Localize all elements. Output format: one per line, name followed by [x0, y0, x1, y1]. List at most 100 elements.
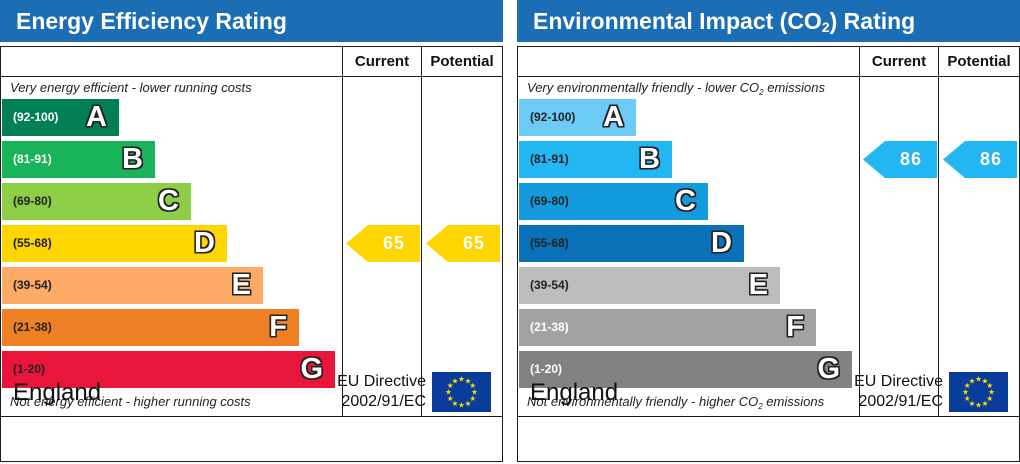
environment-band-range: (39-54): [530, 278, 569, 292]
environment-band-e: (39-54) E: [519, 267, 780, 304]
svg-text:★: ★: [969, 399, 976, 408]
environment-band-b: (81-91) B: [519, 141, 672, 178]
svg-text:★: ★: [962, 388, 969, 397]
energy-band-d: (55-68) D: [2, 225, 227, 262]
environment-band-range: (81-91): [530, 152, 569, 166]
environment-potential-rating-arrow: 86: [943, 141, 1017, 178]
svg-text:★: ★: [986, 394, 993, 403]
energy-band-letter: B: [122, 143, 143, 175]
environment-band-range: (69-80): [530, 194, 569, 208]
svg-text:★: ★: [452, 376, 459, 385]
svg-text:★: ★: [469, 381, 476, 390]
svg-text:★: ★: [964, 381, 971, 390]
environment-band-range: (1-20): [530, 362, 563, 376]
environment-current-value: 86: [899, 149, 923, 169]
environment-top-note: Very environmentally friendly - lower CO…: [527, 80, 826, 97]
environment-band-letter: A: [603, 101, 624, 133]
energy-band-range: (39-54): [13, 278, 52, 292]
energy-band-g: (1-20) G: [2, 351, 335, 388]
energy-band-c: (69-80) C: [2, 183, 191, 220]
environment-band-letter: D: [711, 227, 732, 259]
energy-potential-rating-arrow: 65: [426, 225, 500, 262]
svg-text:★: ★: [445, 388, 452, 397]
eu-flag-icon: ★ ★ ★ ★ ★ ★ ★ ★ ★ ★ ★ ★: [949, 372, 1008, 412]
svg-text:★: ★: [988, 388, 995, 397]
energy-band-letter: C: [158, 185, 179, 217]
energy-rating-table: Current Potential Very energy efficient …: [0, 46, 503, 462]
environment-rating-table: Current Potential Very environmentally f…: [517, 46, 1020, 462]
environmental-impact-panel: Environmental Impact (CO2) Rating Curren…: [517, 0, 1020, 464]
energy-potential-header: Potential: [430, 53, 494, 70]
energy-directive-line2: 2002/91/EC: [341, 393, 426, 410]
svg-text:★: ★: [982, 399, 989, 408]
svg-text:★: ★: [452, 399, 459, 408]
environment-bottom-note: Not environmentally friendly - higher CO…: [527, 394, 825, 411]
energy-band-letter: G: [300, 353, 323, 385]
energy-band-letter: F: [269, 311, 287, 343]
environment-current-header: Current: [871, 53, 927, 70]
energy-directive: EU Directive 2002/91/EC: [322, 372, 426, 412]
svg-text:★: ★: [458, 375, 465, 384]
svg-text:★: ★: [447, 381, 454, 390]
svg-text:★: ★: [969, 376, 976, 385]
energy-directive-line1: EU Directive: [337, 373, 426, 390]
energy-band-letter: E: [231, 269, 251, 301]
eu-flag-icon: ★ ★ ★ ★ ★ ★ ★ ★ ★ ★ ★ ★: [432, 372, 491, 412]
environment-directive-line2: 2002/91/EC: [858, 393, 943, 410]
energy-band-range: (81-91): [13, 152, 52, 166]
energy-band-range: (1-20): [13, 362, 46, 376]
energy-top-note: Very energy efficient - lower running co…: [10, 80, 252, 95]
energy-current-header: Current: [354, 53, 410, 70]
svg-text:★: ★: [465, 376, 472, 385]
environment-band-letter: E: [748, 269, 768, 301]
energy-band-f: (21-38) F: [2, 309, 299, 346]
svg-text:★: ★: [465, 399, 472, 408]
environment-directive-line1: EU Directive: [854, 373, 943, 390]
environment-current-rating-arrow: 86: [863, 141, 937, 178]
energy-bottom-note: Not energy efficient - higher running co…: [10, 394, 251, 409]
environment-band-range: (92-100): [530, 110, 576, 124]
energy-band-letter: A: [86, 101, 107, 133]
environment-band-letter: C: [675, 185, 696, 217]
energy-band-range: (69-80): [13, 194, 52, 208]
svg-text:★: ★: [471, 388, 478, 397]
environment-band-a: (92-100) A: [519, 99, 636, 136]
energy-band-e: (39-54) E: [2, 267, 263, 304]
energy-efficiency-panel: Energy Efficiency Rating Current Potenti…: [0, 0, 503, 464]
svg-text:★: ★: [986, 381, 993, 390]
environment-potential-value: 86: [979, 149, 1003, 169]
energy-title-bar: Energy Efficiency Rating: [0, 0, 503, 42]
svg-text:★: ★: [469, 394, 476, 403]
environment-title-bar: Environmental Impact (CO2) Rating: [517, 0, 1020, 42]
environment-band-c: (69-80) C: [519, 183, 708, 220]
energy-potential-value: 65: [462, 233, 486, 253]
energy-current-rating-arrow: 65: [346, 225, 420, 262]
svg-text:★: ★: [964, 394, 971, 403]
svg-text:★: ★: [458, 401, 465, 410]
environment-band-range: (55-68): [530, 236, 569, 250]
environment-band-letter: B: [639, 143, 660, 175]
energy-band-a: (92-100) A: [2, 99, 119, 136]
svg-text:★: ★: [975, 401, 982, 410]
svg-text:★: ★: [982, 376, 989, 385]
environment-potential-header: Potential: [947, 53, 1011, 70]
environment-band-letter: F: [786, 311, 804, 343]
energy-band-range: (92-100): [13, 110, 59, 124]
energy-band-range: (55-68): [13, 236, 52, 250]
energy-band-range: (21-38): [13, 320, 52, 334]
svg-text:★: ★: [447, 394, 454, 403]
environment-band-d: (55-68) D: [519, 225, 744, 262]
environment-band-range: (21-38): [530, 320, 569, 334]
environment-title: Environmental Impact (CO2) Rating: [533, 8, 916, 35]
energy-current-value: 65: [382, 233, 406, 253]
energy-band-b: (81-91) B: [2, 141, 155, 178]
environment-country: England: [530, 379, 619, 406]
energy-title: Energy Efficiency Rating: [16, 8, 287, 34]
environment-band-g: (1-20) G: [519, 351, 852, 388]
environment-band-f: (21-38) F: [519, 309, 816, 346]
energy-band-letter: D: [194, 227, 215, 259]
energy-country: England: [13, 379, 102, 406]
svg-text:★: ★: [975, 375, 982, 384]
environment-directive: EU Directive 2002/91/EC: [839, 372, 943, 412]
environment-band-letter: G: [817, 353, 840, 385]
